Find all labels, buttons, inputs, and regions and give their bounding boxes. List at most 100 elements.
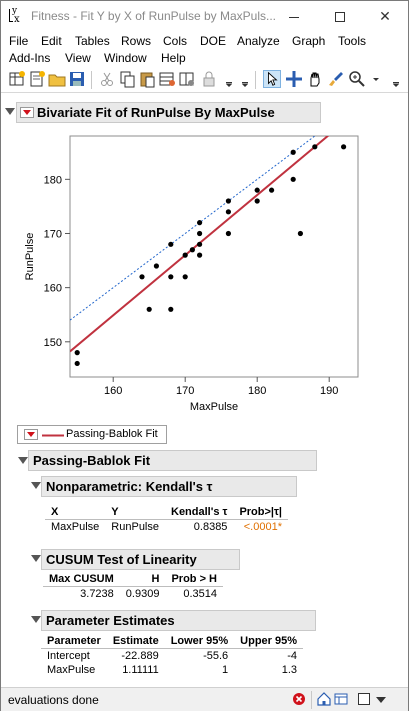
menu-tools[interactable]: Tools [338,34,367,48]
menu-tables[interactable]: Tables [75,34,110,48]
disclosure-triangle-icon[interactable] [31,616,41,623]
table-row: Intercept -22.889 -55.6 -4 [41,649,303,664]
cut-icon[interactable] [98,70,116,88]
menu-doe[interactable]: DOE [200,34,227,48]
disclosure-triangle-icon[interactable] [18,457,28,464]
toolbar [1,67,408,93]
home-icon[interactable] [316,691,332,707]
cell-upper-95: 1.3 [281,664,298,676]
red-triangle-menu-icon[interactable] [20,107,34,118]
crosshair-icon[interactable] [285,70,303,88]
menu-cols[interactable]: Cols [163,34,188,48]
data-point[interactable] [74,350,80,356]
menu-rows[interactable]: Rows [121,34,152,48]
data-point[interactable] [74,360,80,367]
fit-legend[interactable]: Passing-Bablok Fit [17,425,167,444]
y-tick-label: 160 [44,283,62,295]
disclosure-triangle-icon[interactable] [31,555,41,562]
scatter-plot[interactable]: 160 170 180 190 150 160 170 180 MaxPulse RunPulse [1,129,381,419]
stop-icon[interactable] [291,691,307,707]
disclosure-triangle-icon[interactable] [31,482,41,489]
bivariate-outline-header[interactable]: Bivariate Fit of RunPulse By MaxPulse [16,102,321,123]
chevron-down-icon[interactable] [376,697,386,703]
new-script-icon[interactable] [28,70,46,88]
menu-graph[interactable]: Graph [292,34,326,48]
grabber-hand-icon[interactable] [306,70,324,88]
data-point[interactable] [297,230,303,237]
maximize-button[interactable] [317,1,363,31]
data-point[interactable] [197,252,203,258]
data-point[interactable] [182,252,188,258]
y-tick-label: 170 [44,228,62,240]
data-point[interactable] [290,149,296,155]
data-point[interactable] [225,198,231,204]
menu-bar: File Edit Tables Rows Cols DOE Analyze G… [1,31,408,67]
data-point[interactable] [139,274,145,280]
data-point[interactable] [254,187,260,193]
data-point[interactable] [182,274,188,280]
legend-menu-icon[interactable] [24,429,38,440]
y-tick-label: 180 [44,174,62,186]
table-settings-icon[interactable] [178,70,196,88]
toolbar-overflow-icon[interactable] [220,70,238,88]
cell-parameter: MaxPulse [47,664,96,676]
status-text: evaluations done [8,693,99,707]
plot-lines [70,136,330,353]
col-kendall-tau: Kendall's τ [165,505,234,520]
menu-edit[interactable]: Edit [41,34,62,48]
cell-prob-h: 0.3514 [183,588,217,600]
cell-kendall-tau: 0.8385 [193,521,228,533]
data-point[interactable] [168,274,174,280]
open-folder-icon[interactable] [48,70,66,88]
data-point[interactable] [168,306,174,312]
menu-file[interactable]: File [9,34,29,48]
close-button[interactable]: ✕ [379,8,391,24]
data-point[interactable] [189,247,195,253]
table-header-row: Parameter Estimate Lower 95% Upper 95% [41,634,304,649]
data-point[interactable] [168,241,174,247]
data-point[interactable] [341,144,347,150]
data-point[interactable] [146,306,152,312]
menu-view[interactable]: View [65,51,91,65]
menu-analyze[interactable]: Analyze [237,34,280,48]
data-point[interactable] [197,230,203,237]
cell-prob-tau: <.0001* [243,521,282,533]
col-estimate: Estimate [106,634,165,649]
data-grid-icon[interactable] [158,70,176,88]
new-data-table-icon[interactable] [8,70,26,88]
data-point[interactable] [312,144,318,150]
passing-bablok-fit-header[interactable]: Passing-Bablok Fit [28,450,317,471]
window-list-icon[interactable] [333,691,349,707]
parameter-estimates-header[interactable]: Parameter Estimates [41,610,316,631]
paste-icon[interactable] [138,70,156,88]
col-lower-95: Lower 95% [164,634,235,649]
copy-icon[interactable] [118,70,136,88]
passing-bablok-fit-line [70,136,330,353]
arrow-pointer-icon[interactable] [263,70,281,88]
magnifier-icon[interactable] [348,70,366,88]
toolbar-overflow-icon-3[interactable] [369,70,387,88]
data-point[interactable] [197,220,203,226]
data-point[interactable] [153,263,159,269]
disclosure-triangle-icon[interactable] [5,108,15,115]
data-point[interactable] [225,230,231,237]
data-point[interactable] [197,241,203,247]
kendall-header[interactable]: Nonparametric: Kendall's τ [41,476,297,497]
menu-add-ins[interactable]: Add-Ins [9,51,51,65]
window-state-checkbox[interactable] [358,693,370,705]
cusum-header[interactable]: CUSUM Test of Linearity [41,549,240,570]
brush-icon[interactable] [327,70,345,88]
toolbar-overflow-icon-2[interactable] [236,70,254,88]
data-point[interactable] [254,198,260,204]
data-point[interactable] [290,176,296,182]
minimize-button[interactable] [271,1,317,31]
save-icon[interactable] [68,70,86,88]
menu-help[interactable]: Help [161,51,186,65]
data-point[interactable] [225,209,231,215]
data-point[interactable] [269,187,275,193]
col-prob-tau: Prob>|τ| [233,505,288,520]
lock-icon[interactable] [200,70,218,88]
menu-window[interactable]: Window [104,51,147,65]
toolbar-overflow-icon-4[interactable] [389,70,407,88]
plot-frame [69,135,359,378]
